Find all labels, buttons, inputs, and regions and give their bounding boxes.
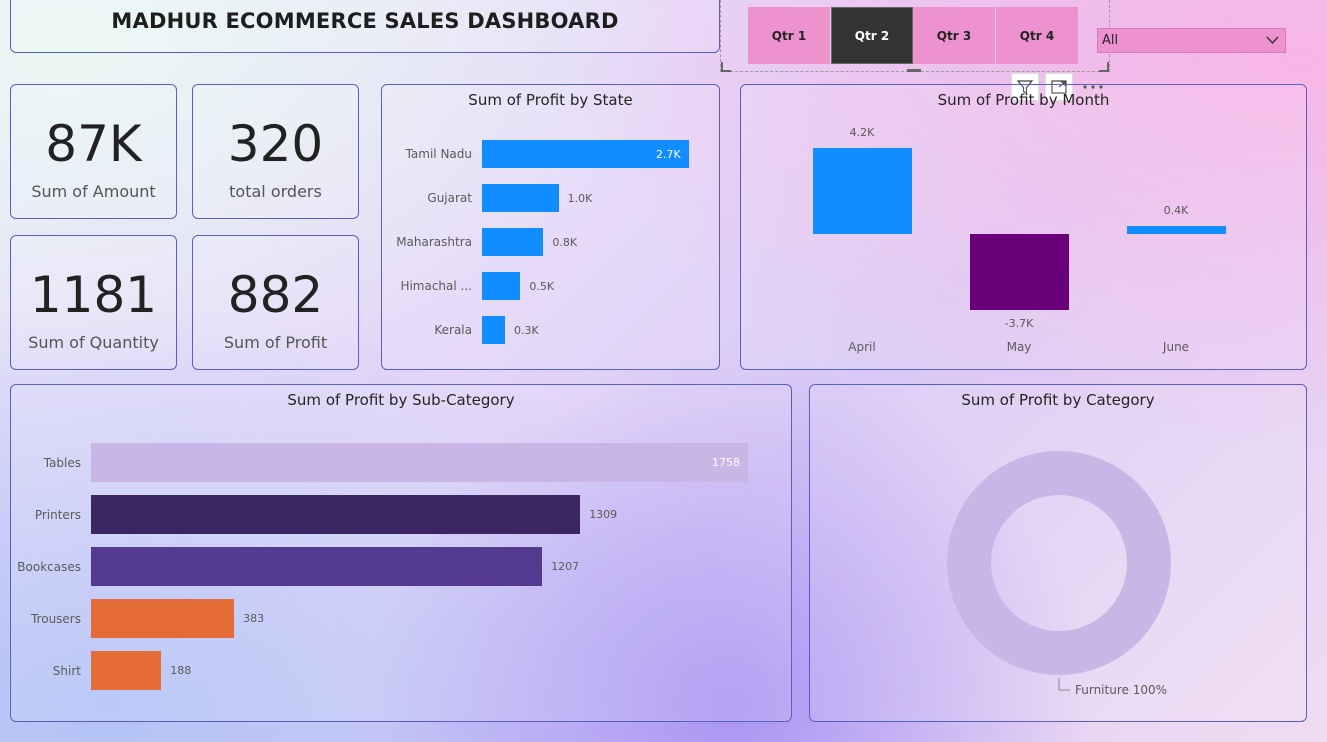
category-label: Trousers (30, 612, 81, 626)
kpi-card-quantity: 1181 Sum of Quantity (10, 235, 177, 370)
qtr-4-button[interactable]: Qtr 4 (996, 7, 1078, 64)
chevron-down-icon (1266, 36, 1279, 45)
bar[interactable] (812, 148, 912, 234)
data-label: -3.7K (1004, 316, 1034, 330)
data-label: 1.0K (567, 192, 593, 205)
profit-by-state-chart[interactable]: Sum of Profit by State Tamil Nadu 2.7K Guj… (381, 84, 720, 370)
quarter-slicer[interactable]: Qtr 1 Qtr 2 Qtr 3 Qtr 4 (720, 0, 1110, 72)
category-label: May (1006, 340, 1032, 354)
donut-svg (947, 451, 1171, 691)
data-label: 0.4K (1163, 203, 1189, 217)
category-label: Maharashtra (396, 235, 472, 249)
bar[interactable] (91, 495, 581, 534)
donut-slice-furniture[interactable] (947, 451, 1171, 675)
data-label: 0.5K (529, 280, 555, 293)
bar[interactable] (482, 140, 689, 168)
profit-by-subcategory-chart[interactable]: Sum of Profit by Sub-Category Tables 1758… (10, 384, 792, 722)
qtr-2-button[interactable]: Qtr 2 (831, 7, 913, 64)
bar[interactable] (482, 184, 559, 212)
chart-title: Sum of Profit by Sub-Category (287, 391, 515, 409)
category-label: Himachal ... (400, 279, 472, 293)
filter-icon[interactable] (1011, 73, 1039, 101)
profit-by-month-chart[interactable]: Sum of Profit by Month 4.2K April -3.7K May… (740, 84, 1307, 370)
filter-dropdown[interactable]: All (1097, 28, 1286, 53)
chart-title: Sum of Profit by Month (937, 91, 1110, 109)
kpi-card-orders: 320 total orders (192, 84, 359, 219)
kpi-card-amount: 87K Sum of Amount (10, 84, 177, 219)
resize-handle[interactable] (721, 62, 723, 72)
resize-handle[interactable] (907, 69, 921, 72)
bar[interactable] (1126, 225, 1226, 234)
bar[interactable] (91, 651, 162, 690)
data-label: 0.3K (514, 324, 539, 337)
resize-handle[interactable] (1099, 70, 1109, 72)
chart-title: Sum of Profit by Category (961, 391, 1155, 409)
chart-title: Sum of Profit by State (468, 91, 633, 109)
category-label: Bookcases (17, 560, 81, 574)
resize-handle[interactable] (1107, 62, 1109, 72)
category-label: Gujarat (427, 191, 472, 205)
dashboard-title-box: MADHUR ECOMMERCE SALES DASHBOARD (10, 0, 720, 53)
dropdown-value: All (1102, 33, 1119, 48)
category-label: Kerala (434, 323, 472, 337)
bar[interactable] (91, 599, 235, 638)
kpi-card-profit: 882 Sum of Profit (192, 235, 359, 370)
data-label: 1309 (589, 508, 618, 521)
category-label: June (1162, 340, 1190, 354)
data-label: 383 (243, 612, 265, 625)
category-label: Tamil Nadu (405, 147, 472, 161)
bar[interactable] (482, 228, 544, 256)
kpi-label: Sum of Quantity (28, 333, 159, 352)
dashboard-title: MADHUR ECOMMERCE SALES DASHBOARD (111, 9, 619, 33)
resize-handle[interactable] (721, 70, 731, 72)
data-label: 4.2K (849, 126, 875, 139)
focus-mode-icon[interactable] (1045, 73, 1073, 101)
bar[interactable] (91, 443, 748, 482)
kpi-value: 87K (45, 115, 142, 173)
category-label: April (848, 340, 876, 354)
kpi-label: Sum of Amount (31, 182, 156, 201)
qtr-1-button[interactable]: Qtr 1 (748, 7, 830, 64)
kpi-value: 320 (227, 115, 324, 173)
kpi-label: Sum of Profit (223, 333, 328, 352)
kpi-label: total orders (229, 182, 322, 201)
bar[interactable] (969, 234, 1069, 310)
bar[interactable] (482, 316, 505, 344)
more-options-icon[interactable] (1079, 73, 1107, 101)
kpi-value: 882 (227, 266, 324, 324)
bar[interactable] (91, 547, 543, 586)
data-label: 188 (170, 664, 192, 677)
donut-label: Furniture 100% (1075, 683, 1167, 697)
data-label: 0.8K (552, 236, 578, 249)
kpi-value: 1181 (29, 266, 158, 324)
bar[interactable] (482, 272, 521, 300)
profit-by-category-chart[interactable]: Sum of Profit by Category Furniture 100% (809, 384, 1307, 722)
category-label: Shirt (52, 664, 81, 678)
category-label: Tables (43, 456, 81, 470)
qtr-3-button[interactable]: Qtr 3 (913, 7, 995, 64)
data-label: 1207 (551, 560, 580, 573)
data-label: 2.7K (656, 148, 681, 161)
donut-leader-line (1058, 678, 1070, 691)
category-label: Printers (34, 508, 81, 522)
data-label: 1758 (712, 456, 740, 469)
